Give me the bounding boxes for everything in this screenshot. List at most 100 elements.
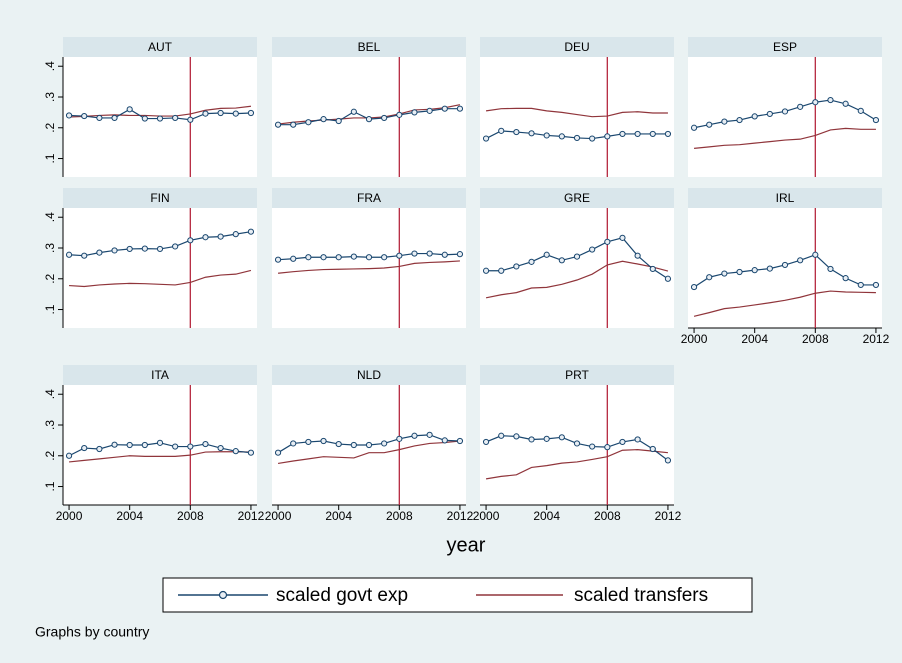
data-point [350, 441, 357, 449]
plot-area [272, 208, 466, 328]
data-point [81, 252, 88, 259]
panel-header [480, 365, 674, 385]
panel-header [63, 365, 257, 385]
data-point [513, 433, 520, 440]
series-line [69, 269, 252, 288]
x-tick-label: 2012 [655, 509, 682, 523]
data-point [721, 118, 728, 125]
data-point [690, 283, 698, 291]
legend-label: scaled transfers [574, 585, 708, 606]
data-point [335, 117, 342, 125]
data-point [426, 107, 433, 114]
data-point [81, 444, 88, 452]
data-point [528, 130, 535, 137]
data-point [156, 115, 164, 122]
panel-title: FRA [357, 191, 381, 205]
data-point [396, 252, 403, 259]
data-point [664, 275, 672, 282]
data-point [827, 96, 834, 104]
data-point [290, 255, 297, 262]
data-point [320, 254, 327, 261]
data-point [381, 254, 388, 261]
data-point [528, 258, 535, 265]
x-tick-label: 2004 [116, 509, 143, 523]
x-tick-label: 2012 [863, 332, 890, 346]
data-point [589, 135, 596, 142]
data-point [604, 444, 611, 451]
data-point [290, 440, 297, 447]
data-point [664, 130, 672, 138]
panel-title: GRE [564, 191, 590, 205]
data-point [441, 251, 448, 258]
data-point [65, 452, 73, 459]
data-point [426, 250, 433, 257]
y-tick-label: .2 [43, 273, 57, 283]
data-point [812, 251, 819, 258]
series-line [693, 290, 876, 317]
data-point [350, 108, 357, 115]
data-point [411, 432, 418, 439]
panel-header [272, 365, 466, 385]
plot-area [688, 57, 882, 177]
data-point [634, 130, 641, 138]
x-tick-label: 2000 [265, 509, 292, 523]
data-point [513, 128, 520, 136]
data-point [141, 245, 148, 252]
data-point [456, 251, 464, 258]
data-point [187, 116, 194, 123]
data-point [797, 103, 804, 110]
data-point [96, 445, 103, 453]
data-point [573, 134, 581, 142]
panel-title: ESP [773, 40, 797, 54]
data-point [156, 245, 164, 253]
data-point [634, 436, 641, 443]
data-point [482, 267, 490, 274]
data-point [365, 254, 373, 261]
data-point [736, 116, 743, 124]
data-point [126, 245, 133, 253]
series-line [69, 451, 251, 463]
data-point [381, 114, 388, 122]
data-point [232, 448, 239, 455]
data-point [812, 99, 819, 106]
data-point [528, 436, 535, 443]
data-point [751, 113, 758, 120]
panel-header [63, 188, 257, 208]
y-tick-label: .2 [43, 122, 57, 132]
x-tick-label: 2012 [238, 509, 265, 523]
panel-header [480, 188, 674, 208]
data-point [797, 257, 804, 264]
data-point [736, 268, 743, 276]
panel-header [688, 37, 882, 57]
data-point [350, 253, 357, 260]
data-point [872, 116, 880, 124]
data-point [247, 228, 255, 235]
data-point [217, 109, 224, 117]
data-point [543, 132, 550, 139]
data-point [335, 440, 342, 448]
data-point [274, 256, 282, 263]
y-tick-label: .1 [43, 304, 57, 314]
series-line [278, 260, 460, 274]
data-point [172, 243, 179, 250]
x-tick-label: 2008 [386, 509, 413, 523]
data-point [290, 121, 297, 128]
series-line [485, 107, 668, 118]
data-point [365, 441, 373, 449]
data-point [558, 257, 565, 264]
data-point [751, 267, 758, 274]
data-point [498, 267, 505, 274]
data-point [513, 263, 520, 270]
data-point [706, 121, 713, 128]
data-point [857, 107, 864, 114]
data-point [365, 116, 373, 123]
data-point [335, 254, 342, 261]
data-point [872, 281, 880, 289]
data-point [649, 445, 656, 453]
data-point [589, 246, 596, 253]
data-point [543, 251, 550, 258]
data-point [573, 440, 581, 447]
data-point [604, 238, 611, 245]
x-tick-label: 2004 [741, 332, 768, 346]
